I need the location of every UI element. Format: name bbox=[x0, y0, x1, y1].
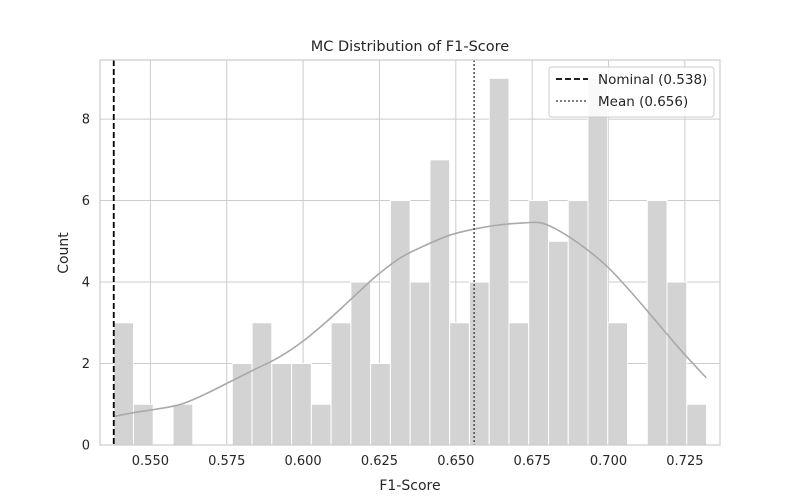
kde-line bbox=[113, 221, 707, 418]
histogram-bar bbox=[350, 281, 372, 446]
histogram-bar bbox=[468, 281, 490, 446]
x-tick-label: 0.600 bbox=[284, 454, 321, 469]
y-tick-label: 8 bbox=[82, 113, 90, 128]
histogram-bar bbox=[291, 363, 312, 446]
x-axis-ticks: 0.550 0.575 0.600 0.625 0.650 0.675 0.700 0.725 bbox=[132, 454, 704, 469]
histogram-bar bbox=[330, 322, 352, 446]
y-axis-label: Count bbox=[56, 232, 72, 274]
x-tick-label: 0.625 bbox=[361, 454, 398, 469]
histogram-bar bbox=[172, 403, 194, 446]
legend-label: Mean (0.656) bbox=[598, 94, 688, 110]
histogram-bar bbox=[370, 363, 391, 446]
histogram-bar bbox=[567, 200, 589, 446]
histogram-bars bbox=[113, 77, 708, 446]
histogram-bar bbox=[528, 200, 549, 446]
x-tick-label: 0.675 bbox=[514, 454, 551, 469]
histogram-bar bbox=[389, 200, 411, 446]
plot-frame bbox=[99, 59, 721, 446]
histogram-bar bbox=[310, 403, 332, 446]
histogram-bar bbox=[113, 322, 135, 446]
histogram-bar bbox=[429, 159, 451, 446]
reference-lines bbox=[112, 60, 475, 445]
legend: Nominal (0.538) Mean (0.656) bbox=[548, 66, 715, 118]
kde-curve bbox=[113, 221, 707, 418]
chart-title: MC Distribution of F1-Score bbox=[311, 39, 510, 55]
x-tick-label: 0.725 bbox=[666, 454, 703, 469]
y-tick-label: 6 bbox=[82, 194, 90, 209]
histogram-bar bbox=[666, 281, 688, 446]
y-tick-label: 2 bbox=[82, 357, 90, 372]
legend-label: Nominal (0.538) bbox=[598, 72, 707, 88]
histogram-bar bbox=[547, 240, 569, 446]
histogram-bar bbox=[251, 322, 273, 446]
histogram-bar bbox=[409, 281, 431, 446]
legend-box bbox=[548, 66, 715, 118]
histogram-bar bbox=[686, 403, 708, 446]
histogram-bar bbox=[587, 77, 609, 446]
histogram-bar bbox=[271, 363, 293, 446]
histogram-bar bbox=[508, 322, 530, 446]
histogram-bar bbox=[449, 322, 470, 446]
histogram-bar bbox=[607, 322, 629, 446]
histogram-bar bbox=[488, 77, 510, 446]
y-tick-label: 4 bbox=[82, 276, 90, 291]
x-tick-label: 0.550 bbox=[132, 454, 169, 469]
x-tick-label: 0.700 bbox=[590, 454, 627, 469]
y-tick-label: 0 bbox=[82, 439, 90, 454]
x-tick-label: 0.650 bbox=[437, 454, 474, 469]
x-tick-label: 0.575 bbox=[208, 454, 245, 469]
x-axis-label: F1-Score bbox=[379, 478, 440, 494]
y-axis-ticks: 0 2 4 6 8 bbox=[82, 113, 90, 454]
